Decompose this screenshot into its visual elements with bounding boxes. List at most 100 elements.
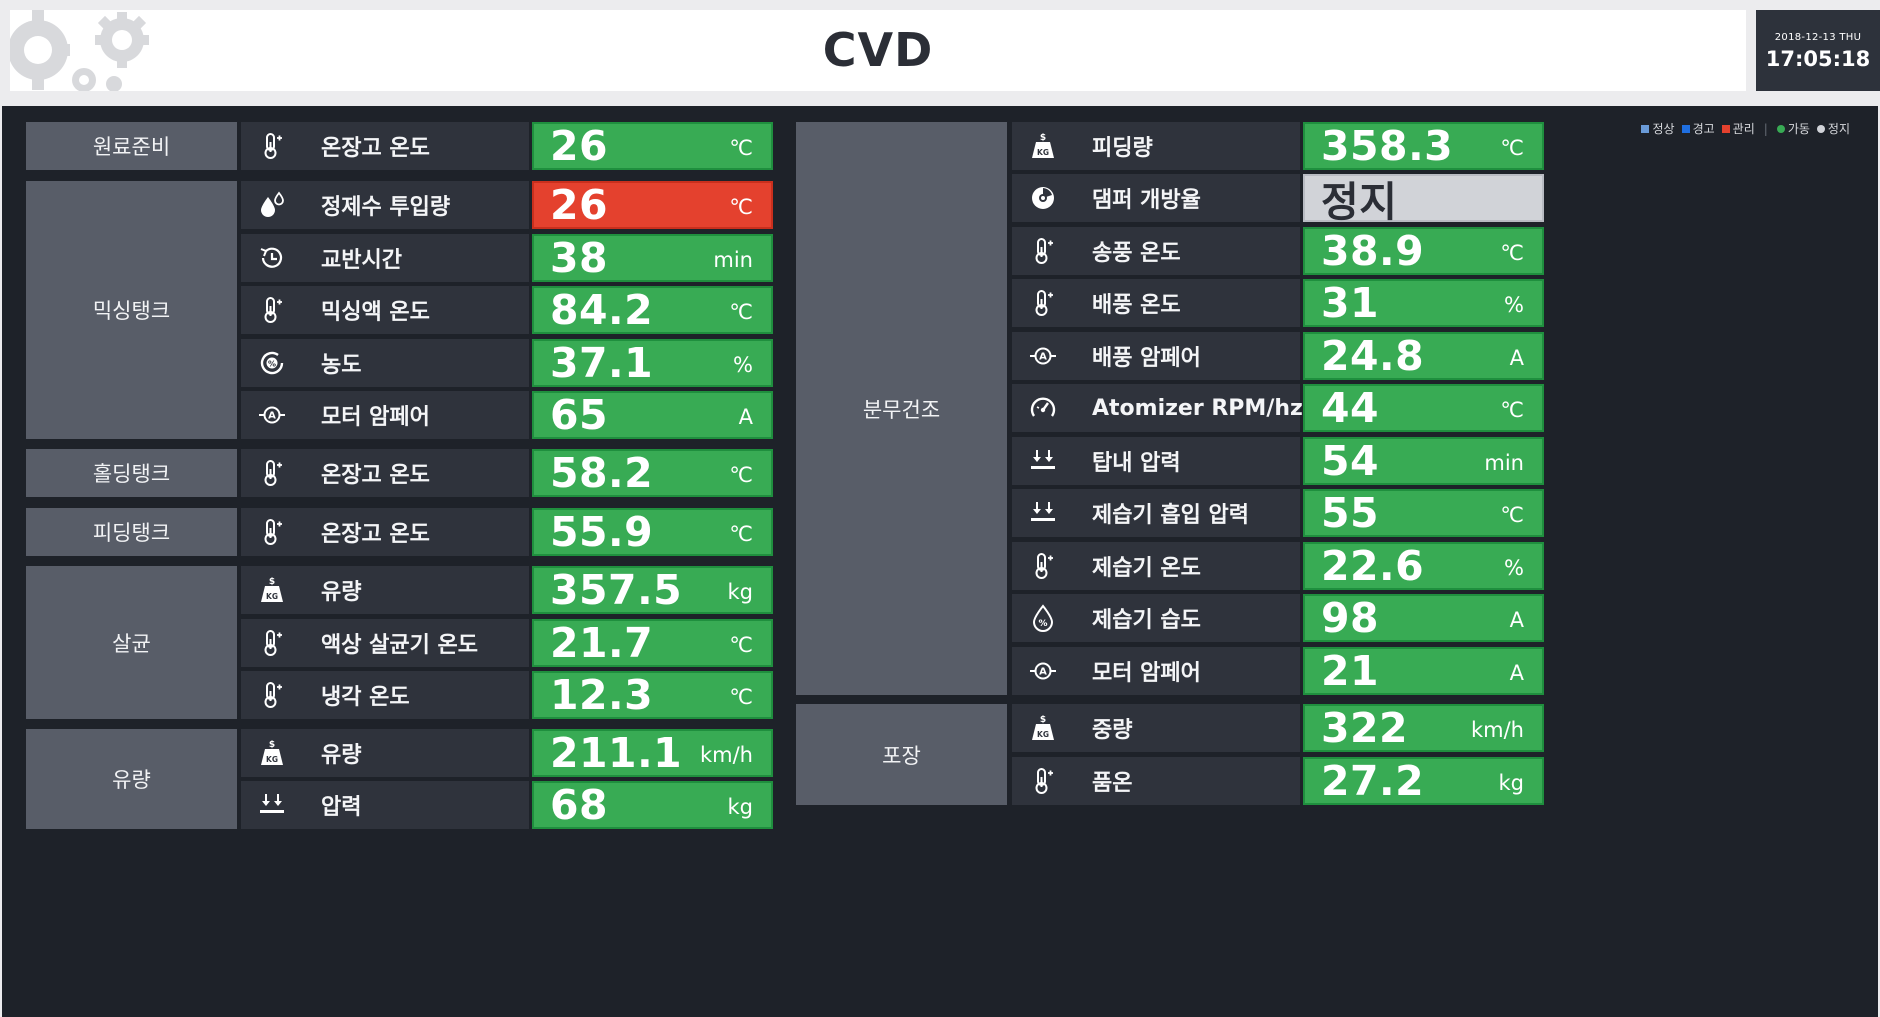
- metric-unit: %: [1504, 556, 1524, 580]
- damper-icon: [1012, 174, 1074, 222]
- pressure-icon: [241, 781, 303, 829]
- legend-item: 정지: [1816, 120, 1850, 137]
- metric-label-row: 송풍 온도: [1012, 227, 1300, 275]
- metric-unit: min: [1484, 451, 1524, 475]
- metric-label-row: 제습기 흡입 압력: [1012, 489, 1300, 537]
- weight-kg-icon: $ KG: [241, 566, 303, 614]
- metric-name: 온장고 온도: [321, 136, 430, 161]
- metric-value-box[interactable]: 58.2 ℃: [532, 449, 773, 497]
- metric-value-box[interactable]: 322 km/h: [1303, 704, 1544, 752]
- metric-label-row: 교반시간: [241, 234, 529, 282]
- svg-text:$: $: [1040, 715, 1046, 725]
- metric-value-box[interactable]: 31%: [1303, 279, 1544, 327]
- metric-value: 27.2: [1321, 757, 1425, 805]
- thermometer-icon: [241, 671, 303, 719]
- metric-name: Atomizer RPM/hz: [1092, 395, 1303, 421]
- metric-name: 배풍 암페어: [1092, 346, 1201, 371]
- metric-value-box[interactable]: 357.5 kg: [532, 566, 773, 614]
- metric-value-box[interactable]: 37.1%: [532, 339, 773, 387]
- metric-value-box[interactable]: 21.7 ℃: [532, 619, 773, 667]
- thermometer-icon: [1012, 542, 1074, 590]
- metric-value-box[interactable]: 55.9 ℃: [532, 508, 773, 556]
- metric-value-box[interactable]: 38.9 ℃: [1303, 227, 1544, 275]
- metric-value: 정지: [1321, 178, 1398, 226]
- svg-text:A: A: [268, 411, 276, 422]
- metric-name: 배풍 온도: [1092, 293, 1181, 318]
- svg-text:KG: KG: [266, 592, 278, 601]
- metric-value: 38.9: [1321, 227, 1425, 275]
- legend-square-icon: [1721, 124, 1730, 133]
- metric-name: 유량: [321, 743, 362, 768]
- svg-text:A: A: [1039, 667, 1047, 678]
- legend-label: 정상: [1652, 122, 1675, 136]
- metric-value-box[interactable]: 12.3 ℃: [532, 671, 773, 719]
- metric-label-row: A 모터 암페어: [241, 391, 529, 439]
- metric-unit: ℃: [729, 195, 753, 219]
- metric-value: 55.9: [550, 508, 654, 556]
- metric-value-box[interactable]: 26 ℃: [532, 181, 773, 229]
- metric-value-box[interactable]: 84.2 ℃: [532, 286, 773, 334]
- weight-kg-icon: $ KG: [1012, 704, 1074, 752]
- category-label-유량: 유량: [26, 729, 237, 829]
- history-clock-icon: [241, 234, 303, 282]
- metric-name: 송풍 온도: [1092, 241, 1181, 266]
- metric-value: 12.3: [550, 671, 654, 719]
- metric-label-row: 온장고 온도: [241, 449, 529, 497]
- metric-label-row: A 모터 암페어: [1012, 647, 1300, 695]
- pressure-icon: [1012, 489, 1074, 537]
- metric-value-box[interactable]: 22.6%: [1303, 542, 1544, 590]
- metric-value-box[interactable]: 27.2 kg: [1303, 757, 1544, 805]
- svg-text:$: $: [1040, 133, 1046, 143]
- metric-value-box[interactable]: 38 min: [532, 234, 773, 282]
- metric-unit: A: [1509, 661, 1524, 685]
- category-label-피딩탱크: 피딩탱크: [26, 508, 237, 556]
- metric-value-box[interactable]: 21 A: [1303, 647, 1544, 695]
- metric-label-row: 댐퍼 개방율: [1012, 174, 1300, 222]
- metric-unit: ℃: [729, 300, 753, 324]
- metric-value-box[interactable]: 55 ℃: [1303, 489, 1544, 537]
- concentration-icon: %: [241, 339, 303, 387]
- metric-label-row: 액상 살균기 온도: [241, 619, 529, 667]
- metric-value: 38: [550, 234, 609, 282]
- metric-value-box[interactable]: 68 kg: [532, 781, 773, 829]
- ammeter-icon: A: [1012, 647, 1074, 695]
- metric-value: 98: [1321, 594, 1380, 642]
- metric-value-box[interactable]: 44 ℃: [1303, 384, 1544, 432]
- metric-value: 211.1: [550, 729, 683, 777]
- metric-value-box[interactable]: 24.8 A: [1303, 332, 1544, 380]
- metric-value-box[interactable]: 26 ℃: [532, 122, 773, 170]
- metric-value-box[interactable]: 358.3 ℃: [1303, 122, 1544, 170]
- metric-value-box[interactable]: 54 min: [1303, 437, 1544, 485]
- metric-unit: A: [1509, 346, 1524, 370]
- metric-label-row: $ KG 피딩량: [1012, 122, 1300, 170]
- pressure-icon: [1012, 437, 1074, 485]
- metric-label-row: 정제수 투입량: [241, 181, 529, 229]
- svg-text:%: %: [1038, 619, 1047, 629]
- legend-dot-icon: [1816, 124, 1825, 133]
- thermometer-icon: [241, 286, 303, 334]
- metric-unit: ℃: [729, 522, 753, 546]
- metric-label-row: 믹싱액 온도: [241, 286, 529, 334]
- legend-separator: |: [1763, 121, 1768, 136]
- metric-unit: min: [713, 248, 753, 272]
- metric-name: 압력: [321, 795, 362, 820]
- metric-value-box[interactable]: 정지: [1303, 174, 1544, 226]
- metric-unit: ℃: [729, 685, 753, 709]
- metric-label-row: % 제습기 습도: [1012, 594, 1300, 642]
- metric-value-box[interactable]: 65 A: [532, 391, 773, 439]
- metric-unit: ℃: [1500, 503, 1524, 527]
- svg-text:$: $: [269, 740, 275, 750]
- metric-unit: ℃: [1500, 398, 1524, 422]
- metric-label-row: 냉각 온도: [241, 671, 529, 719]
- metric-unit: ℃: [729, 136, 753, 160]
- metric-value-box[interactable]: 211.1 km/h: [532, 729, 773, 777]
- metric-value: 24.8: [1321, 332, 1425, 380]
- category-label-살균: 살균: [26, 566, 237, 719]
- legend-label: 가동: [1787, 122, 1810, 136]
- legend-item: 가동: [1776, 120, 1810, 137]
- category-label-홀딩탱크: 홀딩탱크: [26, 449, 237, 497]
- metric-label-row: 온장고 온도: [241, 122, 529, 170]
- svg-text:KG: KG: [1037, 148, 1049, 157]
- metric-value: 68: [550, 781, 609, 829]
- metric-value-box[interactable]: 98 A: [1303, 594, 1544, 642]
